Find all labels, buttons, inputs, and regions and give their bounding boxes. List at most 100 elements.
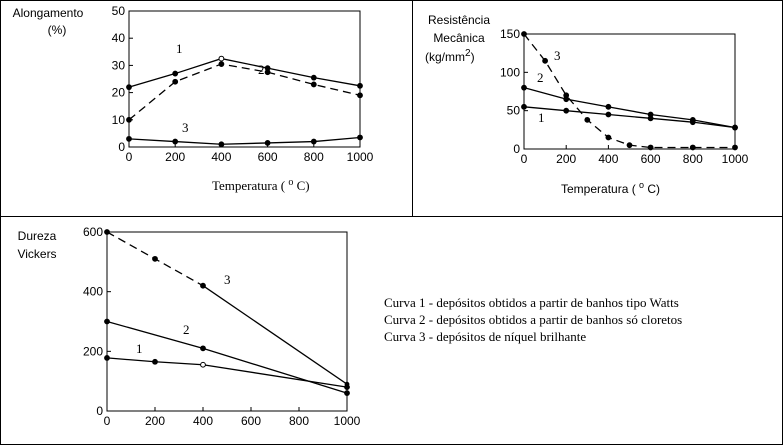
chart-dureza: Dureza Vickers 0 200 400 600 800 1000 0 200 400 6… xyxy=(17,225,360,428)
chart1-series-1-point xyxy=(172,70,179,77)
chart2-xlabel: Temperatura ( o C) xyxy=(561,180,660,196)
chart1-series-1-point xyxy=(218,55,225,62)
chart3-ylabel-line2: Vickers xyxy=(17,247,56,261)
chart2-series-1-point xyxy=(563,107,570,114)
chart2-series-3-point xyxy=(605,134,612,141)
chart3-series-1-line xyxy=(106,357,348,388)
chart3-plot-border xyxy=(106,231,348,412)
chart2-series-2-point xyxy=(689,116,696,123)
chart2-series-1-point xyxy=(521,103,527,110)
chart1-series-3-point xyxy=(126,135,132,142)
chart3-series-2-point xyxy=(200,345,206,352)
chart1-ytick-label: 40 xyxy=(112,31,126,45)
vertical-divider xyxy=(412,0,413,217)
chart3-ytick-label: 600 xyxy=(83,225,103,239)
chart1-ytick-label: 0 xyxy=(118,140,125,154)
chart1-ytick-label: 10 xyxy=(112,113,126,127)
chart1-xtick-label: 400 xyxy=(211,150,231,164)
chart2-xtick-label: 0 xyxy=(521,152,528,166)
chart3-ytick-label: 200 xyxy=(83,344,103,358)
chart3-xtick-label: 800 xyxy=(289,414,309,428)
legend-item-curva-3: Curva 3 - depósitos de níquel brilhante xyxy=(384,329,587,344)
chart1-xtick-label: 1000 xyxy=(347,150,374,164)
chart1-ylabel-line2: (%) xyxy=(48,23,67,37)
chart2-ytick-label: 50 xyxy=(507,104,521,118)
chart2-series-2-point xyxy=(647,111,654,118)
chart1-series-2-point xyxy=(264,69,271,76)
chart3-series-1-label: 1 xyxy=(136,341,143,356)
chart2-xtick-label: 600 xyxy=(641,152,661,166)
chart2-series-3-point xyxy=(542,57,548,64)
chart1-series-1-label: 1 xyxy=(176,41,183,56)
chart2-xtick-label: 200 xyxy=(556,152,576,166)
chart-resistencia: Resistência Mecânica (kg/mm2) Temperatur… xyxy=(425,13,749,196)
chart2-ytick-label: 100 xyxy=(500,65,520,79)
chart3-xtick-label: 1000 xyxy=(334,414,361,428)
chart1-xtick-label: 200 xyxy=(165,150,185,164)
chart3-xtick-label: 0 xyxy=(104,414,111,428)
chart1-xlabel: Temperatura ( o C) xyxy=(212,177,310,193)
chart-alongamento: Alongamento (%) Temperatura ( o C) 0 200 4… xyxy=(13,4,374,193)
legend-item-curva-1: Curva 1 - depósitos obtidos a partir de … xyxy=(384,295,679,310)
chart1-series-1-point xyxy=(310,74,317,81)
chart1-ytick-label: 50 xyxy=(112,4,126,18)
chart2-series-2-line xyxy=(523,87,736,129)
horizontal-divider xyxy=(0,216,783,217)
chart1-series-1-point xyxy=(126,84,132,91)
chart1-ytick-label: 20 xyxy=(112,86,126,100)
chart2-series-3-label: 3 xyxy=(554,48,561,63)
chart1-series-3-point xyxy=(357,134,363,141)
chart2-series-3-point xyxy=(732,144,738,151)
chart2-plot-border xyxy=(523,33,736,150)
chart1-xtick-label: 0 xyxy=(126,150,133,164)
chart1-xtick-label: 800 xyxy=(304,150,324,164)
chart3-ytick-label: 0 xyxy=(96,404,103,418)
chart1-series-3-label: 3 xyxy=(182,120,189,135)
chart1-series-2-point xyxy=(357,92,363,99)
chart1-series-2-point xyxy=(218,61,225,67)
chart1-ylabel-line1: Alongamento xyxy=(13,6,84,20)
chart2-xtick-label: 400 xyxy=(598,152,618,166)
chart3-series-3-label: 3 xyxy=(224,272,231,287)
chart3-xtick-label: 200 xyxy=(145,414,165,428)
chart1-series-2-point xyxy=(126,116,132,123)
legend-item-curva-2: Curva 2 - depósitos obtidos a partir de … xyxy=(384,312,683,327)
chart3-series-2-label: 2 xyxy=(183,322,190,337)
chart2-series-2-label: 2 xyxy=(537,70,544,85)
chart2-series-3-point xyxy=(521,31,527,37)
chart2-series-2-point xyxy=(605,103,612,110)
chart2-xtick-label: 1000 xyxy=(722,152,749,166)
chart1-series-2-label: 2 xyxy=(258,62,265,77)
chart2-series-3-point xyxy=(647,144,654,151)
chart1-series-3-line xyxy=(128,136,361,145)
chart2-series-1-label: 1 xyxy=(538,110,545,125)
chart2-xtick-label: 800 xyxy=(683,152,703,166)
chart3-series-3-point xyxy=(104,229,110,235)
chart2-series-3-point xyxy=(689,144,696,151)
chart1-ytick-label: 30 xyxy=(112,58,126,72)
chart2-series-2-point xyxy=(732,124,738,131)
chart3-series-1-point xyxy=(104,354,110,361)
chart1-series-2-point xyxy=(310,81,317,88)
chart3-series-2-line xyxy=(106,320,348,394)
chart1-series-2-point xyxy=(172,78,179,85)
chart2-series-1-line xyxy=(523,106,736,129)
chart1-series-2-line xyxy=(128,63,361,121)
chart3-series-3-point xyxy=(152,255,158,262)
legend: Curva 1 - depósitos obtidos a partir de … xyxy=(384,294,682,345)
chart3-series-2-point xyxy=(104,318,110,325)
chart2-series-3-point xyxy=(626,142,633,149)
chart3-series-2-point xyxy=(344,390,350,397)
chart2-series-2-point xyxy=(521,84,527,91)
chart1-series-1-line xyxy=(128,57,361,88)
chart2-ytick-label: 150 xyxy=(500,27,520,41)
chart1-xtick-label: 600 xyxy=(258,150,278,164)
chart2-ylabel-line2: Mecânica xyxy=(433,31,485,45)
chart2-series-3-point xyxy=(584,116,591,123)
chart1-series-3-point xyxy=(264,140,271,146)
chart3-series-1-point xyxy=(152,358,158,365)
chart3-series-3-point xyxy=(200,282,206,289)
chart3-xtick-label: 600 xyxy=(241,414,261,428)
chart2-ytick-label: 0 xyxy=(513,142,520,156)
